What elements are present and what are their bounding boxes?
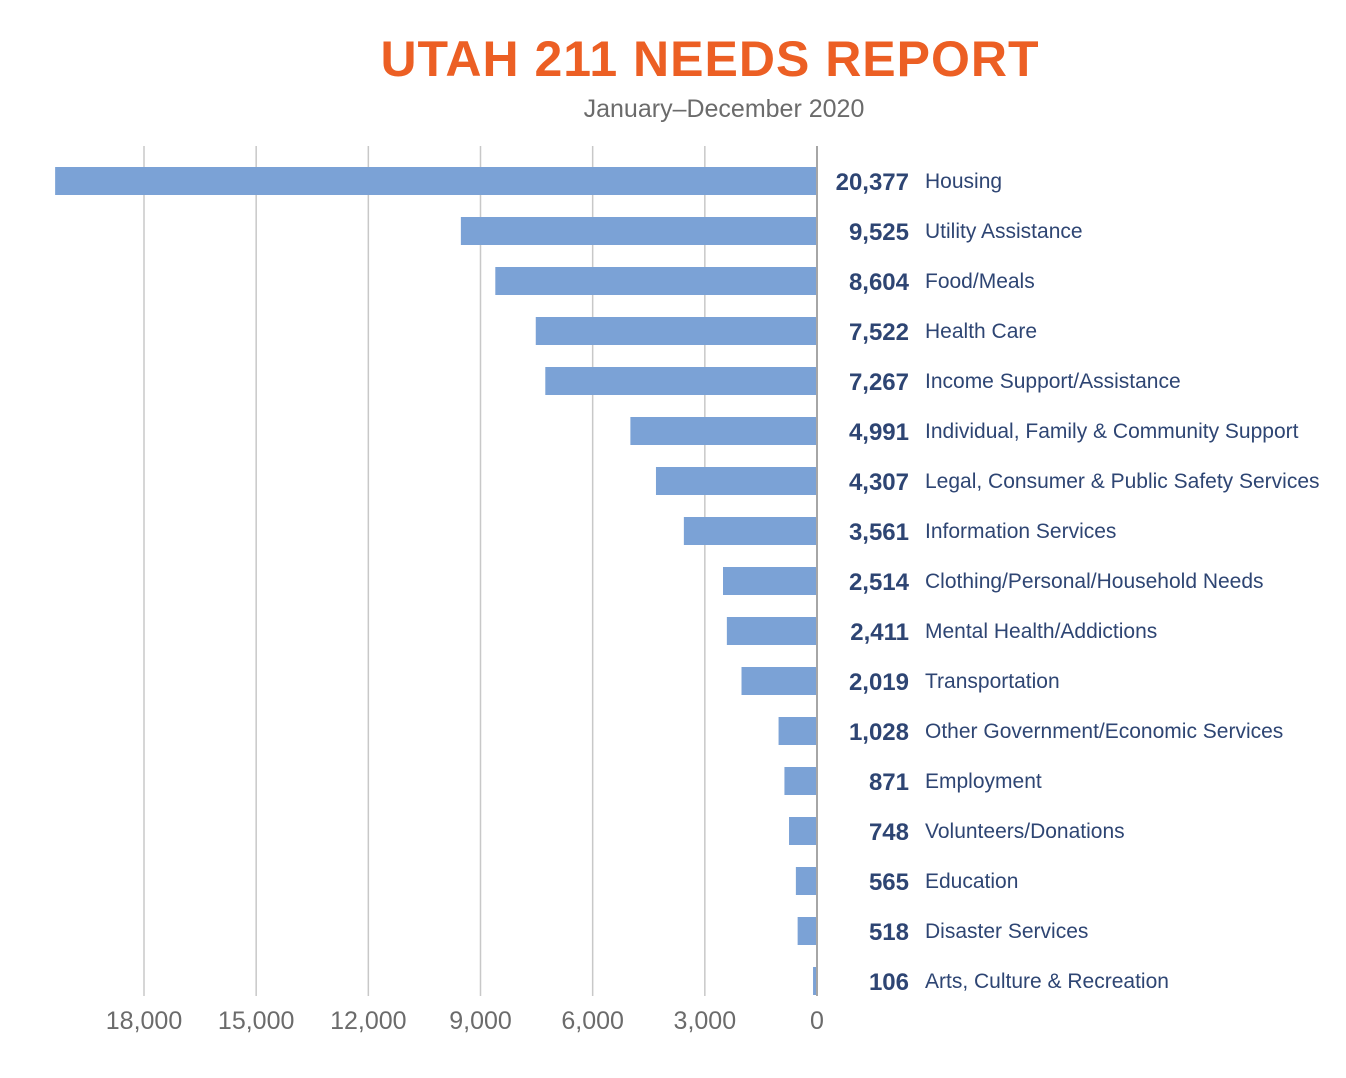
- category-label: Transportation: [925, 670, 1060, 693]
- category-label: Clothing/Personal/Household Needs: [925, 570, 1264, 593]
- bars: [55, 167, 818, 995]
- bar-value-label: 1,028: [849, 719, 909, 746]
- category-label: Utility Assistance: [925, 220, 1083, 243]
- category-label: Individual, Family & Community Support: [925, 420, 1299, 443]
- bar: [655, 467, 817, 495]
- x-tick-label: 0: [810, 1007, 824, 1035]
- category-label: Volunteers/Donations: [925, 820, 1125, 843]
- x-tick-label: 18,000: [106, 1007, 182, 1035]
- x-tick-label: 9,000: [449, 1007, 512, 1035]
- bar-value-label: 518: [869, 919, 909, 946]
- bar-value-label: 3,561: [849, 519, 909, 546]
- chart-subtitle: January–December 2020: [583, 95, 865, 123]
- category-label: Other Government/Economic Services: [925, 720, 1283, 743]
- category-label: Mental Health/Addictions: [925, 620, 1157, 643]
- bar-value-label: 9,525: [849, 219, 909, 246]
- bar: [55, 167, 818, 195]
- category-label: Disaster Services: [925, 920, 1088, 943]
- bar-value-label: 20,377: [836, 169, 909, 196]
- bar: [723, 567, 817, 595]
- bar: [495, 267, 817, 295]
- bar-value-label: 4,307: [849, 469, 909, 496]
- bar: [797, 917, 817, 945]
- category-label: Legal, Consumer & Public Safety Services: [925, 470, 1320, 493]
- bar: [784, 767, 817, 795]
- x-tick-label: 6,000: [561, 1007, 624, 1035]
- bar: [795, 867, 817, 895]
- bar-value-label: 7,267: [849, 369, 909, 396]
- bar-value-label: 2,411: [850, 619, 909, 646]
- bar: [813, 967, 817, 995]
- category-label: Arts, Culture & Recreation: [925, 970, 1169, 993]
- category-label: Education: [925, 870, 1018, 893]
- category-label: Information Services: [925, 520, 1116, 543]
- x-tick-labels: 18,000 15,000 12,000 9,000 6,000 3,000 0: [106, 1007, 824, 1035]
- bar-value-label: 871: [869, 769, 909, 796]
- bar-value-label: 2,019: [849, 669, 909, 696]
- bar: [460, 217, 817, 245]
- bar: [726, 617, 817, 645]
- bar: [741, 667, 817, 695]
- bar: [630, 417, 817, 445]
- bar-value-label: 4,991: [849, 419, 909, 446]
- bar-labels: 20,377 Housing 9,525 Utility Assistance 8,60…: [836, 169, 1320, 996]
- bar-value-label: 7,522: [849, 319, 909, 346]
- bar: [789, 817, 817, 845]
- bar: [545, 367, 817, 395]
- bar: [778, 717, 817, 745]
- bar-value-label: 8,604: [849, 269, 910, 296]
- bar-value-label: 106: [869, 969, 909, 996]
- x-tick-label: 3,000: [674, 1007, 737, 1035]
- bar-value-label: 748: [869, 819, 909, 846]
- category-label: Income Support/Assistance: [925, 370, 1181, 393]
- chart-title: UTAH 211 NEEDS REPORT: [380, 31, 1040, 87]
- x-tick-label: 15,000: [218, 1007, 294, 1035]
- category-label: Health Care: [925, 320, 1037, 343]
- bar: [535, 317, 817, 345]
- category-label: Employment: [925, 770, 1042, 793]
- x-tick-label: 12,000: [330, 1007, 406, 1035]
- category-label: Housing: [925, 170, 1002, 193]
- bar-value-label: 2,514: [849, 569, 910, 596]
- bar-value-label: 565: [869, 869, 909, 896]
- bar: [683, 517, 817, 545]
- category-label: Food/Meals: [925, 270, 1035, 293]
